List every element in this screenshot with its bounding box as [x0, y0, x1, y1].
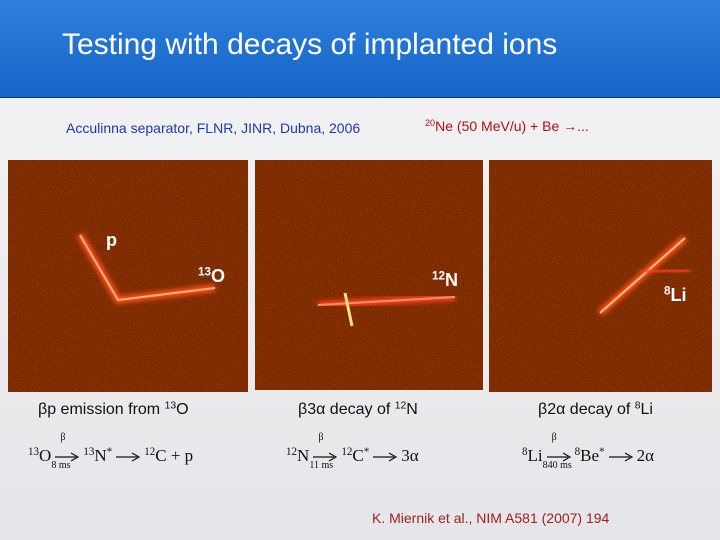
half-life: 11 ms	[309, 460, 334, 471]
symbol: O	[39, 446, 52, 465]
arrow	[55, 452, 80, 462]
mass: 13	[164, 400, 177, 412]
symbol: O	[176, 401, 189, 418]
excited: *	[599, 445, 605, 458]
mass: 8	[634, 400, 641, 412]
symbol: N	[94, 446, 107, 465]
mass: 8	[522, 445, 528, 458]
arrow	[373, 452, 398, 462]
symbol: C	[352, 446, 364, 465]
mass: 12	[341, 445, 353, 458]
arrow	[313, 452, 338, 462]
track-label: 8Li	[664, 285, 687, 306]
arrow	[546, 452, 571, 462]
mass: 13	[198, 265, 212, 279]
result: C + p	[155, 446, 194, 465]
excited: *	[106, 445, 113, 458]
mass: 13	[28, 445, 40, 458]
reaction-text: Ne (50 MeV/u) + Be →...	[435, 118, 589, 134]
excited: *	[363, 445, 370, 458]
symbol: N	[297, 446, 310, 465]
citation: K. Miernik et al., NIM A581 (2007) 194	[372, 510, 610, 526]
facility: Acculinna separator, FLNR, JINR, Dubna, …	[66, 120, 361, 136]
decay-step: β 11 ms	[309, 432, 341, 471]
half-life: 8 ms	[51, 460, 71, 471]
mass: 8	[664, 284, 671, 298]
caption-text: βp emission from	[38, 401, 165, 418]
caption-text: β2α decay of	[538, 401, 635, 418]
symbol: Li	[670, 285, 687, 305]
symbol: N	[445, 270, 459, 290]
symbol: N	[406, 401, 418, 418]
mass: 12	[286, 445, 298, 458]
equation: 8Li β 840 ms 8Be* 2α	[522, 432, 655, 471]
symbol: Li	[527, 446, 543, 465]
result: 2α	[636, 446, 655, 465]
panel-2	[255, 160, 483, 390]
beta: β	[60, 432, 66, 443]
equation: 13O β 8 ms 13N* 12C + p	[28, 432, 194, 471]
caption: β3α decay of 12N	[298, 401, 418, 419]
arrow	[608, 452, 633, 462]
panel-1	[8, 160, 248, 392]
decay-step: β 8 ms	[51, 432, 83, 471]
mass: 12	[432, 269, 446, 283]
title: Testing with decays of implanted ions	[62, 28, 558, 61]
mass: 12	[144, 445, 156, 458]
result: 3α	[401, 446, 419, 465]
mass: 13	[83, 445, 95, 458]
caption-text: β3α decay of	[298, 401, 395, 418]
mass: 8	[574, 445, 581, 458]
symbol: O	[211, 266, 226, 286]
mass: 12	[394, 400, 407, 412]
mass: 20	[425, 118, 436, 128]
caption: βp emission from 13O	[38, 401, 189, 419]
caption: β2α decay of 8Li	[538, 401, 653, 419]
beta: β	[318, 432, 324, 443]
equation: 12N β 11 ms 12C* 3α	[286, 432, 419, 471]
half-life: 840 ms	[542, 460, 572, 471]
track-label: p	[106, 230, 117, 250]
panel-3	[489, 160, 712, 392]
reaction: 20Ne (50 MeV/u) + Be →...	[425, 118, 589, 134]
symbol: Be	[580, 446, 600, 465]
arrow	[116, 452, 141, 462]
title-bar	[0, 0, 720, 98]
track-label: 13O	[198, 266, 225, 287]
symbol: Li	[640, 401, 653, 418]
decay-step: β 840 ms	[543, 432, 575, 471]
beta: β	[551, 432, 557, 443]
track-label: 12N	[432, 270, 458, 291]
